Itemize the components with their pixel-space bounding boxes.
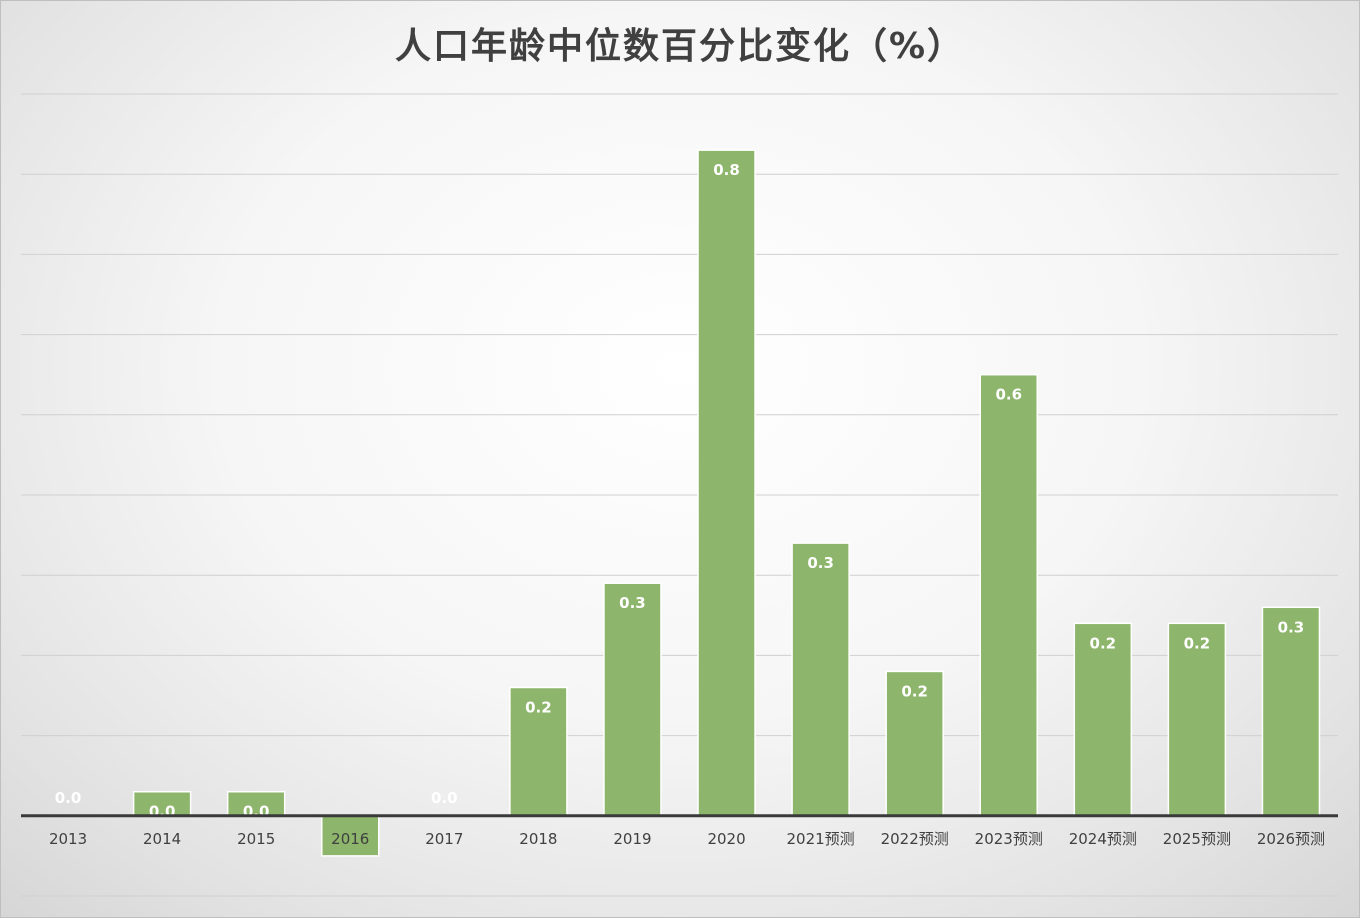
data-label: 0.3 [1278, 618, 1305, 636]
data-label: 0.0 [55, 789, 82, 807]
x-tick-label: 2017 [425, 830, 463, 848]
bar-2016 [321, 815, 380, 857]
bar-2020 [697, 149, 756, 817]
data-label: 0.3 [619, 594, 646, 612]
bar-2021预测 [791, 542, 850, 817]
x-tick-label: 2024预测 [1069, 830, 1137, 848]
bar-2014 [132, 790, 192, 817]
bar-2026预测 [1261, 606, 1321, 817]
x-tick-label: 2022预测 [881, 830, 949, 848]
data-label: 0.2 [525, 698, 552, 716]
data-label: 0.2 [1184, 634, 1211, 652]
x-tick-label: 2014 [143, 830, 181, 848]
bar-2019 [603, 582, 662, 817]
bar-2023预测 [979, 373, 1038, 817]
x-tick-label: 2023预测 [975, 830, 1043, 848]
data-label: 0.3 [807, 554, 834, 572]
x-tick-label: 2013 [49, 830, 87, 848]
x-tick-label: 2016 [331, 830, 369, 848]
x-tick-label: 2019 [613, 830, 651, 848]
data-label: 0.2 [1090, 634, 1117, 652]
x-tick-label: 2025预测 [1163, 830, 1231, 848]
data-label: 0.8 [713, 161, 740, 179]
bar-2022预测 [885, 670, 944, 817]
x-tick-label: 2015 [237, 830, 275, 848]
data-label: 0.0 [431, 789, 458, 807]
x-tick-label: 2018 [519, 830, 557, 848]
data-label: 0.0 [243, 803, 270, 821]
data-label: 0.6 [995, 386, 1022, 404]
x-tick-label: 2021预测 [787, 830, 855, 848]
x-tick-label: 2026预测 [1257, 830, 1325, 848]
bar-2025预测 [1167, 622, 1227, 817]
data-label: 0.0 [149, 803, 176, 821]
data-label: 0.2 [901, 682, 928, 700]
x-tick-label: 2020 [707, 830, 745, 848]
chart-title: 人口年龄中位数百分比变化（%） [394, 26, 966, 67]
